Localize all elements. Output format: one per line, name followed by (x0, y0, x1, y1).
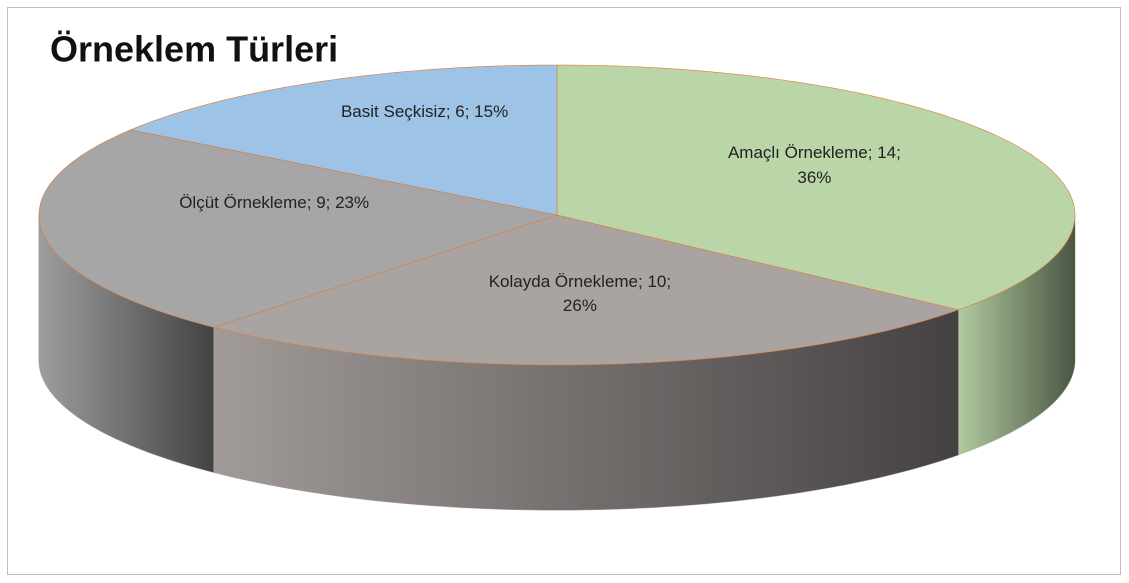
slice (556, 64, 1076, 311)
slice (38, 129, 559, 328)
slice-side-shade (958, 215, 1075, 455)
slice-side-shade (213, 309, 959, 510)
slice (212, 214, 960, 366)
chart-title: Örneklem Türleri (50, 29, 338, 70)
data-label-box: Basit Seçkisiz; 6; 15% (340, 102, 509, 122)
slice (129, 64, 558, 216)
data-label: Ölçüt Örnekleme; 9; 23% (179, 192, 370, 212)
slice-side-shade (39, 215, 214, 473)
data-label: Kolayda Örnekleme; 10; 26% (488, 271, 672, 316)
data-label-box: Ölçüt Örnekleme; 9; 23% (179, 192, 370, 212)
data-label-box: Kolayda Örnekleme; 10; 26% (488, 271, 672, 316)
data-label: Basit Seçkisiz; 6; 15% (340, 102, 509, 122)
data-label: Amaçlı Örnekleme; 14; 36% (727, 143, 901, 188)
data-label-box: Amaçlı Örnekleme; 14; 36% (727, 143, 901, 188)
